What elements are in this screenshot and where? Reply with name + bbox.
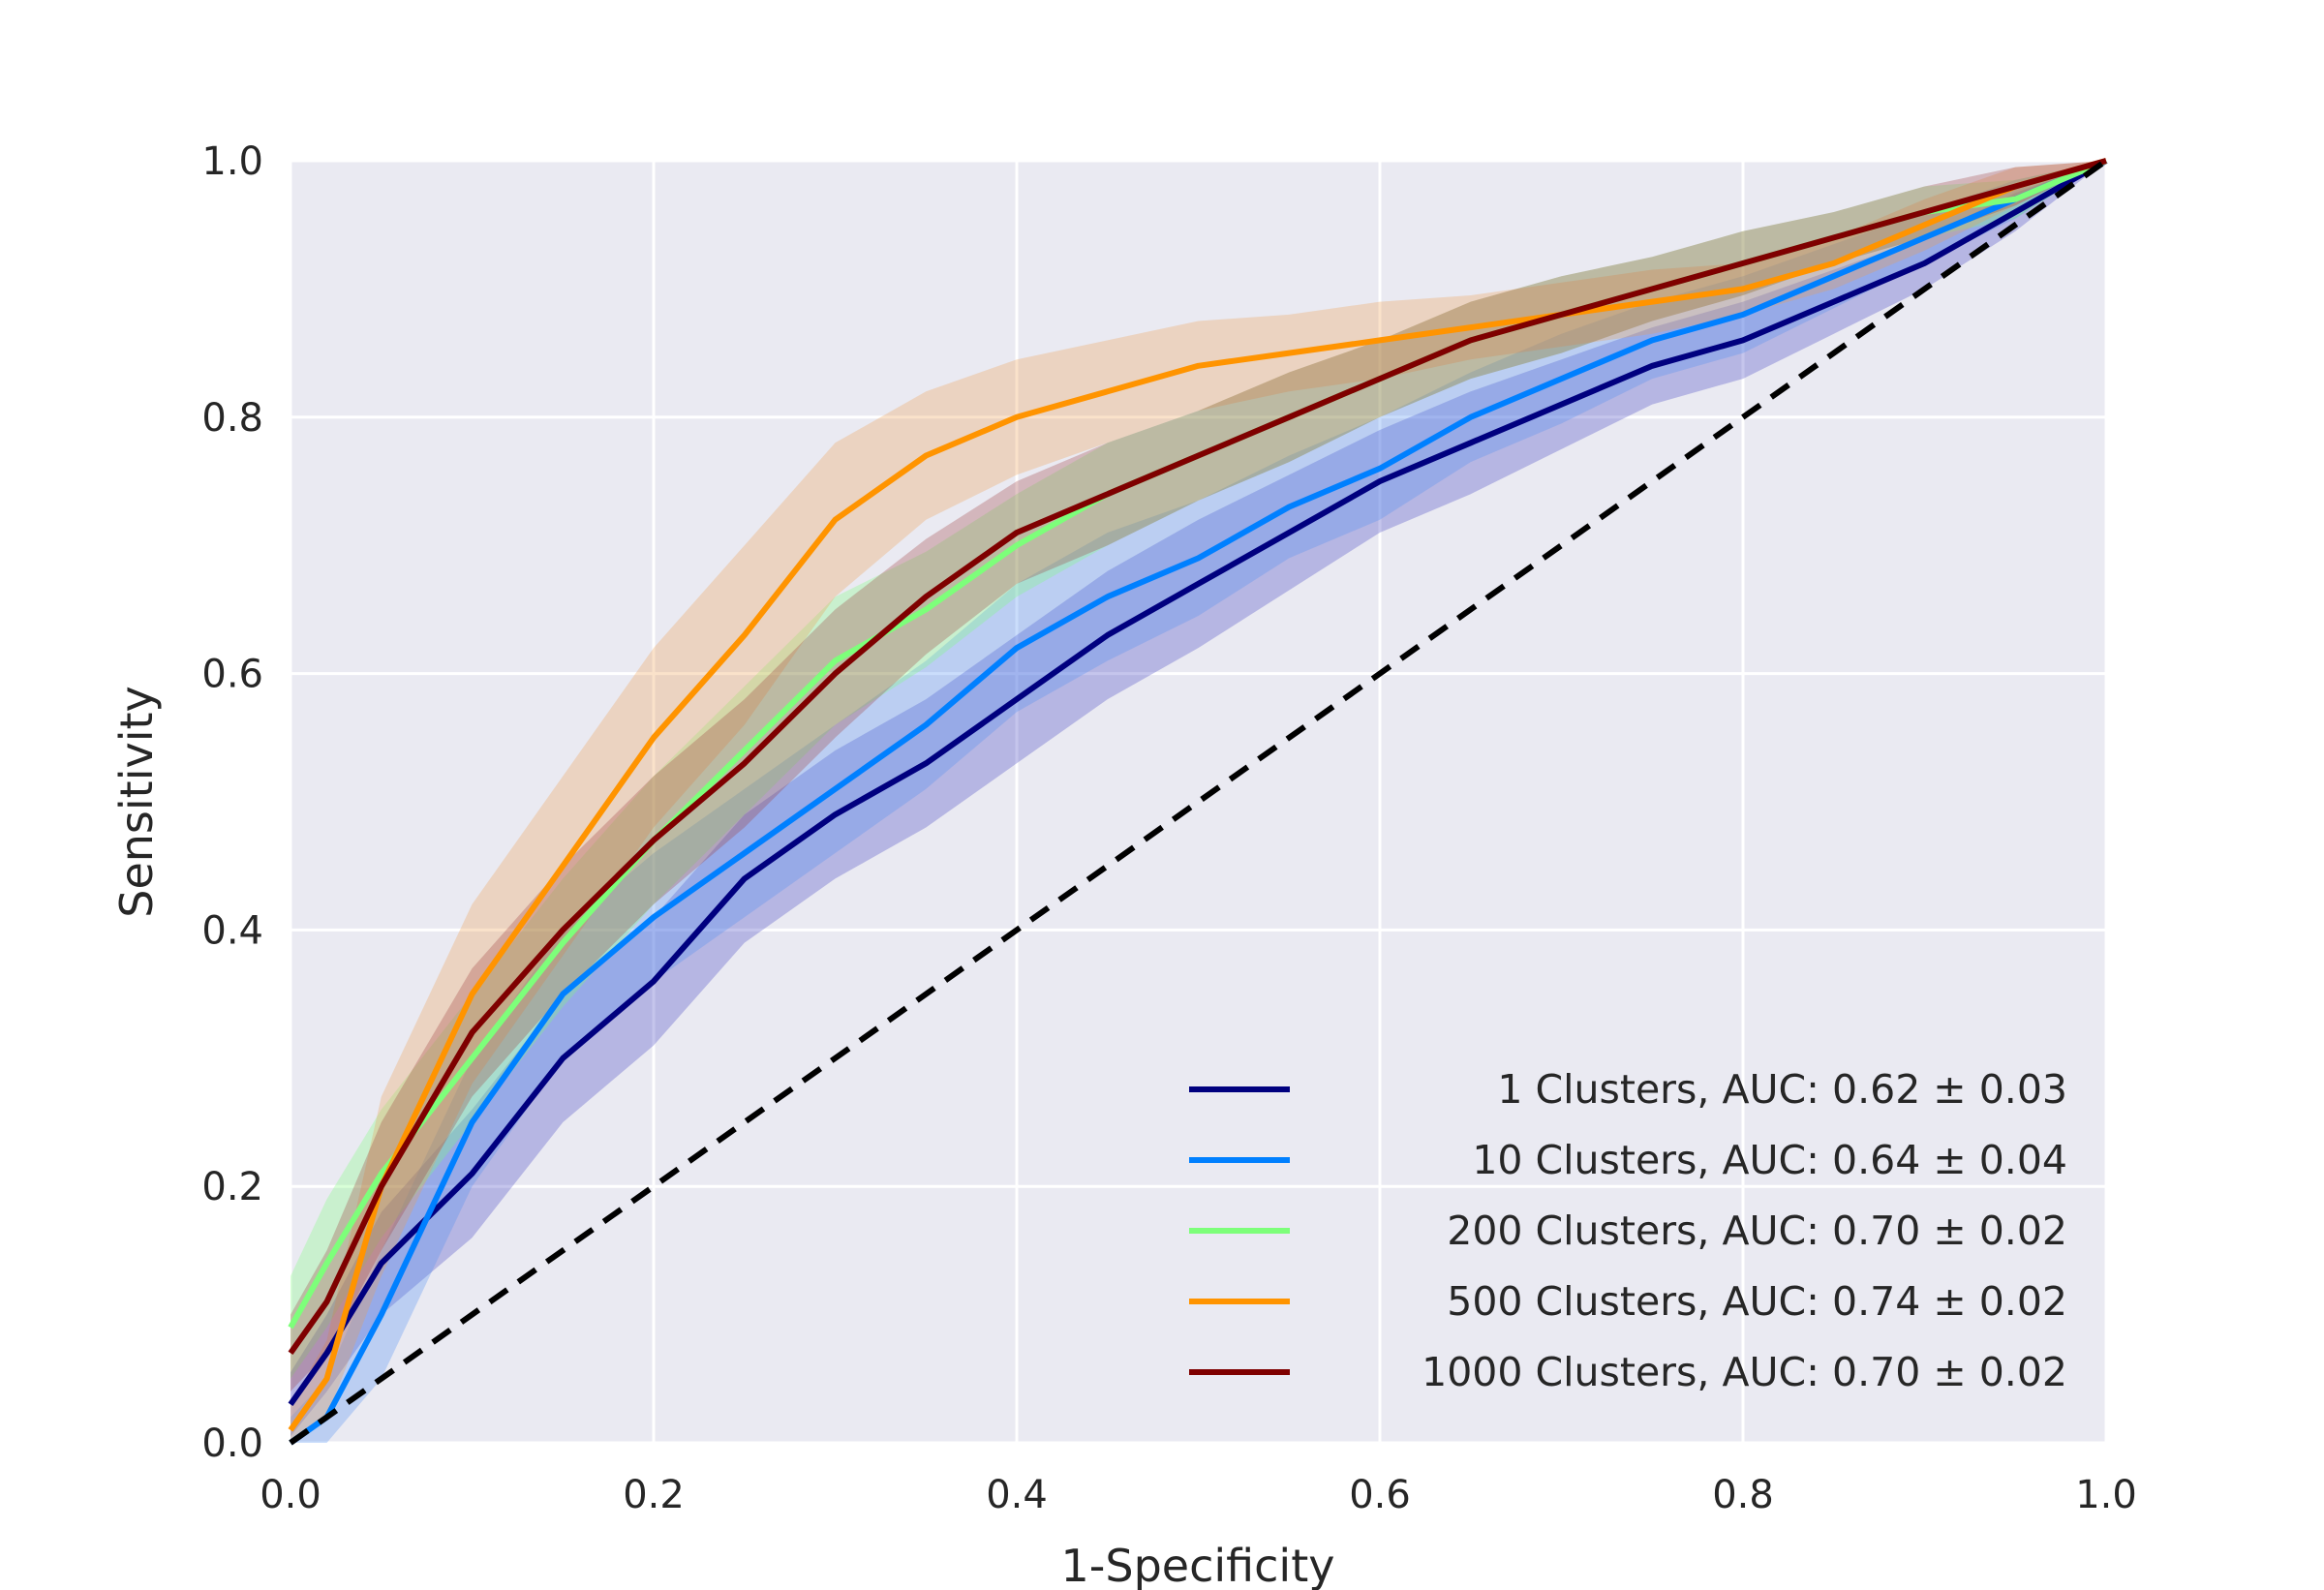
series-line-4 <box>288 158 2107 1356</box>
x-tick-label: 0.2 <box>623 1473 685 1517</box>
x-tick-label: 0.8 <box>1712 1473 1774 1517</box>
series-line-0 <box>288 158 2108 1407</box>
y-axis-label: Sensitivity <box>110 686 163 917</box>
y-tick-label: 0.6 <box>201 653 263 697</box>
chance-diagonal-line <box>289 158 2108 1446</box>
y-tick-label: 0.8 <box>201 396 263 441</box>
x-tick-label: 0.6 <box>1349 1473 1411 1517</box>
legend-entry: 500 Clusters, AUC: 0.74 ± 0.02 <box>1447 1278 2067 1325</box>
x-tick-label: 0.4 <box>986 1473 1048 1517</box>
legend-entry: 10 Clusters, AUC: 0.64 ± 0.04 <box>1472 1137 2067 1183</box>
confidence-band-4 <box>290 161 2106 1391</box>
grid-lines <box>289 159 2108 1445</box>
series-lines <box>288 158 2108 1446</box>
series-line-1 <box>289 158 2108 1446</box>
y-tick-labels: 0.0 0.2 0.4 0.6 0.8 1.0 <box>201 139 263 1466</box>
confidence-band-3 <box>290 161 2106 1443</box>
y-tick-label: 0.0 <box>201 1422 263 1466</box>
y-tick-label: 0.2 <box>201 1165 263 1209</box>
x-tick-labels: 0.0 0.2 0.4 0.6 0.8 1.0 <box>260 1473 2137 1517</box>
legend: 1 Clusters, AUC: 0.62 ± 0.03 10 Clusters,… <box>1189 1066 2067 1395</box>
y-tick-label: 0.4 <box>201 908 263 953</box>
x-axis-label: 1-Specificity <box>1061 1540 1335 1590</box>
legend-entry: 1000 Clusters, AUC: 0.70 ± 0.02 <box>1422 1349 2067 1395</box>
y-tick-label: 1.0 <box>201 139 263 184</box>
legend-entry: 1 Clusters, AUC: 0.62 ± 0.03 <box>1497 1066 2067 1113</box>
x-tick-label: 1.0 <box>2075 1473 2137 1517</box>
legend-entry: 200 Clusters, AUC: 0.70 ± 0.02 <box>1447 1208 2067 1254</box>
x-tick-label: 0.0 <box>260 1473 321 1517</box>
series-line-3 <box>288 158 2107 1432</box>
